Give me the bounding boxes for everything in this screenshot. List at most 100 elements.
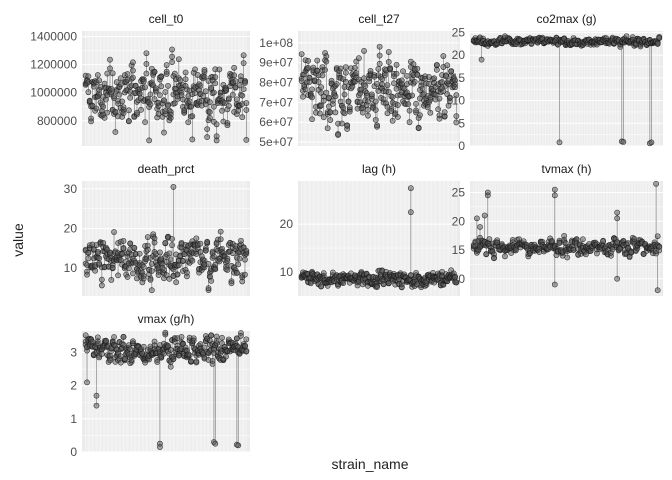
- data-point: [579, 236, 586, 243]
- data-point: [201, 73, 208, 80]
- data-point: [158, 83, 165, 90]
- data-point: [167, 346, 174, 353]
- data-point: [130, 270, 136, 277]
- y-tick-label: 1400000: [30, 30, 77, 44]
- data-point: [502, 253, 508, 260]
- data-point: [143, 70, 150, 77]
- data-point: [209, 357, 216, 364]
- data-point: [147, 276, 154, 283]
- data-point: [120, 104, 127, 111]
- data-point: [318, 283, 325, 290]
- data-point: [206, 114, 213, 121]
- y-tick-label: 20: [452, 214, 466, 228]
- data-point: [202, 88, 209, 95]
- data-point: [148, 287, 155, 294]
- data-point: [120, 333, 127, 340]
- data-point: [157, 92, 163, 99]
- data-point: [98, 351, 105, 357]
- data-point: [140, 78, 147, 85]
- y-tick-label: 20: [64, 222, 78, 236]
- data-point: [107, 65, 113, 72]
- data-point: [305, 64, 312, 71]
- data-point: [405, 101, 412, 107]
- data-point: [206, 109, 213, 115]
- data-point: [192, 66, 198, 73]
- data-point: [166, 275, 173, 282]
- data-point: [239, 92, 246, 99]
- data-point: [112, 108, 119, 115]
- y-tick-label: 1: [70, 412, 77, 426]
- data-point: [323, 89, 330, 96]
- data-point: [335, 132, 341, 138]
- y-tick-label: 20: [452, 48, 466, 62]
- data-point: [138, 106, 144, 113]
- data-point: [342, 69, 349, 76]
- data-point: [444, 62, 451, 69]
- data-point: [374, 284, 380, 290]
- data-point: [136, 250, 143, 257]
- y-tick-label: 5e+07: [259, 135, 293, 149]
- data-point: [300, 93, 306, 100]
- data-point: [107, 56, 113, 63]
- data-point: [318, 84, 325, 91]
- data-point: [359, 109, 366, 116]
- data-point: [188, 103, 194, 110]
- data-point: [320, 270, 327, 277]
- data-point: [389, 117, 396, 124]
- data-point: [372, 116, 379, 123]
- data-point: [365, 112, 371, 119]
- data-point: [240, 86, 247, 93]
- data-point: [125, 118, 132, 125]
- data-point: [103, 337, 109, 344]
- data-point: [414, 72, 421, 78]
- data-point: [431, 75, 438, 82]
- data-point: [318, 102, 325, 109]
- data-point: [344, 122, 351, 129]
- data-point: [117, 257, 124, 263]
- data-point: [365, 106, 371, 113]
- data-point: [96, 255, 103, 262]
- data-point: [130, 59, 136, 66]
- data-point: [94, 72, 101, 78]
- data-point: [109, 70, 116, 77]
- data-point: [166, 250, 173, 257]
- data-point: [228, 280, 235, 287]
- y-tick-label: 1200000: [30, 58, 77, 72]
- data-point: [236, 255, 243, 262]
- data-point: [197, 240, 204, 247]
- y-tick-label: 0: [70, 445, 77, 459]
- data-point: [101, 114, 108, 121]
- data-point: [407, 272, 414, 278]
- data-point: [162, 89, 169, 95]
- data-point: [125, 107, 132, 114]
- data-point: [243, 348, 250, 354]
- y-tick-label: 1e+08: [259, 36, 293, 50]
- data-point: [372, 98, 379, 105]
- data-point: [182, 69, 189, 76]
- data-point: [298, 51, 305, 57]
- data-point: [171, 100, 178, 107]
- data-point: [361, 47, 367, 54]
- data-point: [85, 89, 92, 96]
- data-point: [326, 94, 332, 101]
- data-point: [398, 77, 405, 84]
- data-point: [175, 262, 182, 269]
- data-point: [243, 136, 250, 143]
- y-tick-label: 20: [280, 217, 294, 231]
- data-point: [213, 340, 220, 347]
- data-point: [367, 68, 374, 74]
- data-point: [315, 79, 322, 85]
- data-point: [385, 89, 392, 95]
- data-point: [169, 242, 175, 249]
- y-tick-label: 3: [70, 346, 77, 360]
- data-point: [478, 56, 485, 63]
- data-point: [224, 267, 231, 273]
- data-point: [362, 83, 369, 89]
- data-point: [654, 233, 661, 240]
- data-point: [98, 282, 105, 289]
- data-point: [208, 332, 215, 339]
- data-point: [363, 92, 370, 99]
- data-point: [211, 103, 217, 110]
- data-point: [109, 264, 116, 271]
